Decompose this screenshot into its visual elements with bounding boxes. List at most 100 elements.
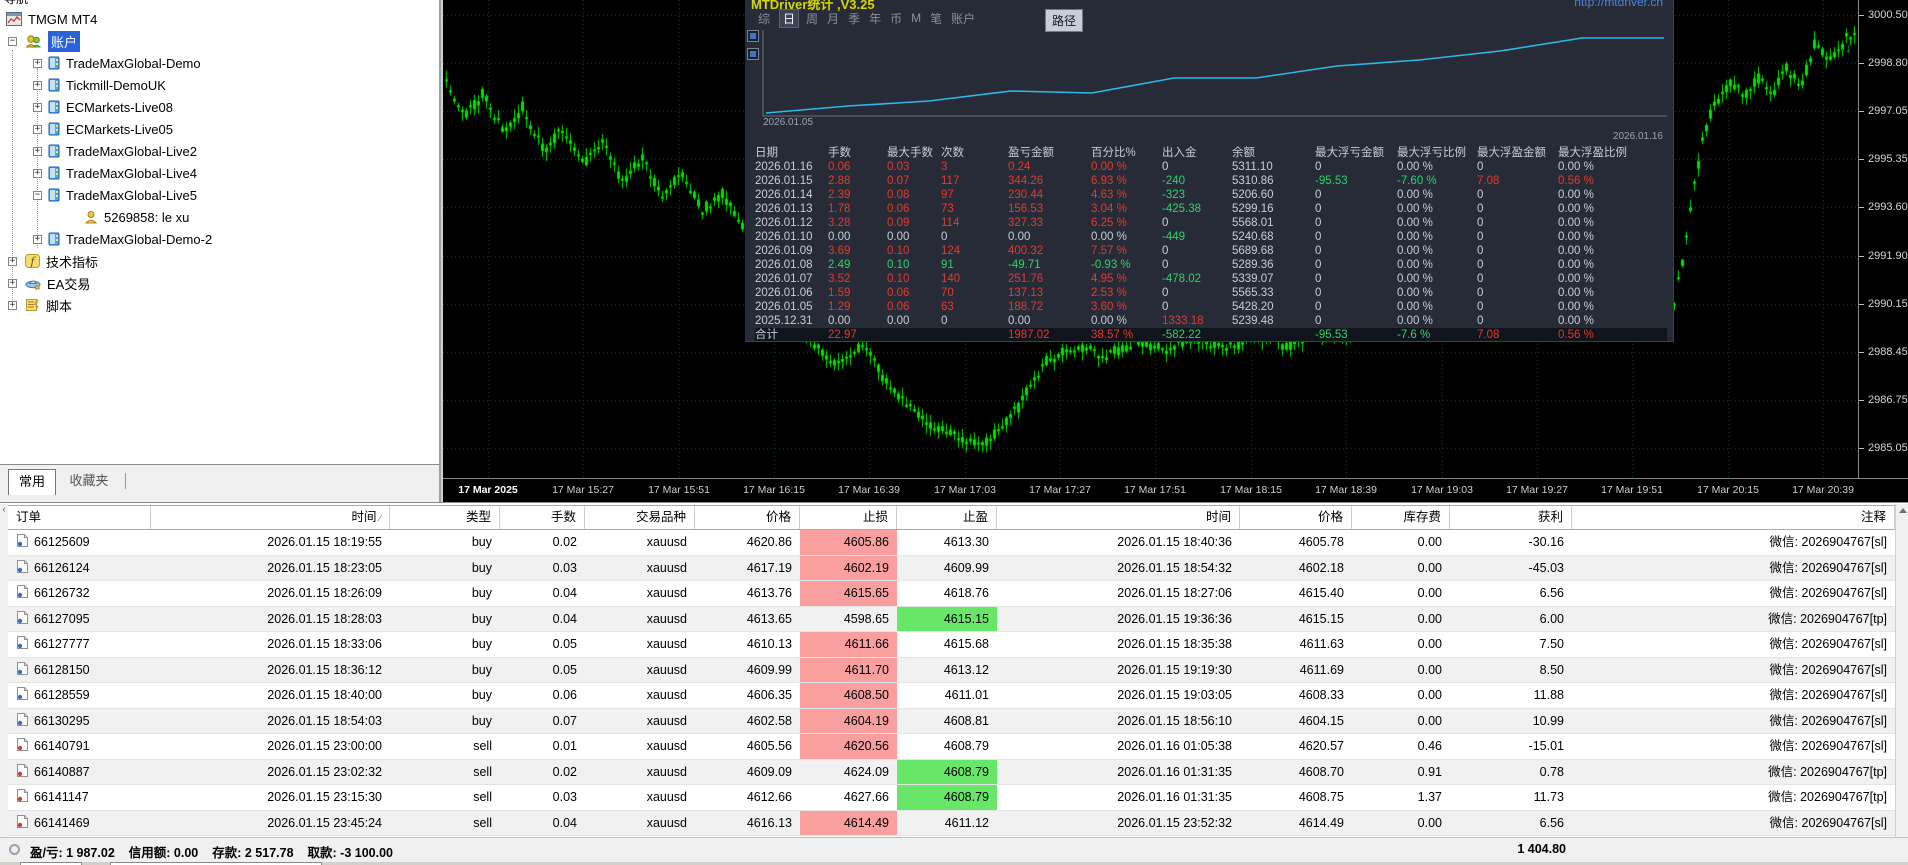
collapse-minus-icon[interactable]: −: [8, 35, 17, 46]
history-header-4[interactable]: 交易品种: [585, 506, 695, 529]
history-row[interactable]: 66140887 2026.01.15 23:02:32 sell 0.02 xauus…: [8, 759, 1895, 785]
expand-plus-icon[interactable]: +: [33, 123, 42, 134]
tree-item-tmgmmt4[interactable]: TMGM MT4: [0, 8, 439, 30]
period-button-年[interactable]: 年: [869, 11, 882, 26]
expand-plus-icon[interactable]: +: [33, 57, 42, 68]
period-button-M[interactable]: M: [911, 11, 922, 25]
history-row[interactable]: 66125609 2026.01.15 18:19:55 buy 0.02 xauusd…: [8, 530, 1895, 556]
cell-swap: 1.37: [1417, 790, 1442, 804]
navigator-tab-active[interactable]: 常用: [8, 469, 56, 495]
mtdriver-stats-panel: MTDriver统计 ,V3.25 http://mtdriver.cn 综日周…: [745, 0, 1674, 342]
history-row[interactable]: 66127777 2026.01.15 18:33:06 buy 0.05 xauusd…: [8, 632, 1895, 658]
status-ring-icon: [9, 844, 20, 855]
tree-item-[interactable]: + 脚本: [0, 294, 439, 316]
time-label: 17 Mar 19:03: [1411, 484, 1473, 496]
history-header-3[interactable]: 手数: [500, 506, 585, 529]
history-header-6[interactable]: 止损: [800, 506, 897, 529]
history-row[interactable]: 66130295 2026.01.15 18:54:03 buy 0.07 xauusd…: [8, 708, 1895, 734]
tree-item-[interactable]: + f 技术指标: [0, 250, 439, 272]
cell-stop-loss: 4605.86: [800, 530, 897, 555]
tree-item-trademaxglobal-demo[interactable]: + TradeMaxGlobal-Demo: [0, 52, 439, 74]
expand-plus-icon[interactable]: +: [8, 277, 17, 288]
stats-cell: 0: [1315, 301, 1322, 313]
history-row[interactable]: 66128150 2026.01.15 18:36:12 buy 0.05 xauusd…: [8, 657, 1895, 683]
history-row[interactable]: 66127095 2026.01.15 18:28:03 buy 0.04 xauusd…: [8, 606, 1895, 632]
collapse-minus-icon[interactable]: −: [33, 189, 42, 200]
stats-cell: 0: [1477, 217, 1484, 229]
tree-item-5269858lexu[interactable]: 5269858: le xu: [0, 206, 439, 228]
stats-cell: 327.33: [1008, 217, 1044, 229]
expand-plus-icon[interactable]: +: [33, 101, 42, 112]
history-header-12[interactable]: 注释: [1572, 506, 1895, 529]
stats-header-cell: 日期: [755, 147, 778, 159]
order-doc-icon: [17, 636, 28, 649]
cell-open-price: 4613.76: [746, 586, 792, 600]
tree-item-trademaxglobal-demo-2[interactable]: + TradeMaxGlobal-Demo-2: [0, 228, 439, 250]
price-tick: [1859, 400, 1864, 401]
terminal-scrollbar[interactable]: [1895, 504, 1908, 837]
tree-item-label: TradeMaxGlobal-Live4: [66, 165, 198, 181]
cell-profit: 7.50: [1539, 637, 1564, 651]
terminal-left-strip[interactable]: ‹: [0, 504, 8, 838]
history-table-header: 订单 时间 ∕ 类型 手数 交易品种 价格 止损 止盈 时间 价格 库存费 获利 注释: [8, 505, 1895, 530]
period-button-月[interactable]: 月: [827, 11, 840, 26]
history-header-0[interactable]: 订单: [8, 506, 151, 529]
stats-cell: -449: [1162, 231, 1186, 243]
period-button-周[interactable]: 周: [806, 11, 819, 26]
period-button-综[interactable]: 综: [758, 11, 771, 26]
history-header-10[interactable]: 库存费: [1352, 506, 1450, 529]
tree-item-label: TradeMaxGlobal-Live2: [66, 143, 198, 159]
scroll-up-icon[interactable]: [1899, 508, 1907, 513]
tree-item-ecmarkets-live05[interactable]: + ECMarkets-Live05: [0, 118, 439, 140]
cell-swap: 0.00: [1417, 611, 1442, 626]
history-header-11[interactable]: 获利: [1450, 506, 1572, 529]
history-header-1[interactable]: 时间 ∕: [151, 506, 390, 529]
history-header-9[interactable]: 价格: [1240, 506, 1352, 529]
panel-mini-button[interactable]: [747, 30, 759, 42]
period-button-笔[interactable]: 笔: [930, 11, 943, 26]
tree-item-tickmill-demouk[interactable]: + Tickmill-DemoUK: [0, 74, 439, 96]
tree-item-ea[interactable]: + EA交易: [0, 272, 439, 294]
stats-cell: 0: [1162, 259, 1169, 271]
path-button[interactable]: 路径: [1045, 9, 1084, 32]
tree-item-trademaxglobal-live5[interactable]: − TradeMaxGlobal-Live5: [0, 184, 439, 206]
period-button-币[interactable]: 币: [890, 11, 903, 26]
panel-mini-button[interactable]: [747, 48, 759, 60]
stats-header-cell: 次数: [941, 147, 964, 159]
cell-swap: 0.91: [1417, 764, 1442, 779]
expand-plus-icon[interactable]: +: [33, 145, 42, 156]
stats-cell: 0.00 %: [1397, 273, 1433, 285]
history-header-7[interactable]: 止盈: [897, 506, 997, 529]
expand-plus-icon[interactable]: +: [33, 79, 42, 90]
history-header-2[interactable]: 类型: [390, 506, 500, 529]
cell-take-profit: 4618.76: [943, 586, 989, 600]
expand-plus-icon[interactable]: +: [33, 233, 42, 244]
history-row[interactable]: 66126124 2026.01.15 18:23:05 buy 0.03 xauusd…: [8, 555, 1895, 581]
history-row[interactable]: 66140791 2026.01.15 23:00:00 sell 0.01 xauus…: [8, 734, 1895, 760]
expand-plus-icon[interactable]: +: [8, 255, 17, 266]
period-button-账户[interactable]: 账户: [951, 11, 976, 26]
history-row[interactable]: 66141147 2026.01.15 23:15:30 sell 0.03 xauus…: [8, 785, 1895, 811]
cell-symbol: xauusd: [646, 560, 687, 575]
tree-item-trademaxglobal-live2[interactable]: + TradeMaxGlobal-Live2: [0, 140, 439, 162]
history-header-8[interactable]: 时间: [997, 506, 1240, 529]
history-row[interactable]: 66126732 2026.01.15 18:26:09 buy 0.04 xauusd…: [8, 581, 1895, 607]
stats-cell: 3.04 %: [1091, 203, 1127, 215]
period-button-日[interactable]: 日: [779, 8, 800, 28]
panel-link[interactable]: http://mtdriver.cn: [1574, 0, 1663, 9]
stats-row: 2026.01.08 2.49 0.10 91 -49.71 -0.93 % 0 5289.3…: [755, 258, 1667, 272]
expand-plus-icon[interactable]: +: [33, 167, 42, 178]
period-button-季[interactable]: 季: [848, 11, 861, 26]
tree-item-trademaxglobal-live4[interactable]: + TradeMaxGlobal-Live4: [0, 162, 439, 184]
tree-item-ecmarkets-live08[interactable]: + ECMarkets-Live08: [0, 96, 439, 118]
stats-cell: [1232, 328, 1315, 341]
price-tick: [1859, 63, 1864, 64]
expand-plus-icon[interactable]: +: [8, 299, 17, 310]
history-row[interactable]: 66141469 2026.01.15 23:45:24 sell 0.04 xauus…: [8, 810, 1895, 836]
history-row[interactable]: 66128559 2026.01.15 18:40:00 buy 0.06 xauusd…: [8, 683, 1895, 709]
navigator-caption-clipped: 导航: [0, 0, 439, 5]
history-header-5[interactable]: 价格: [695, 506, 800, 529]
navigator-tab-inactive[interactable]: 收藏夹: [69, 473, 109, 488]
cell-close-price: 4620.57: [1298, 739, 1344, 753]
tree-item-[interactable]: − 账户: [0, 30, 439, 52]
